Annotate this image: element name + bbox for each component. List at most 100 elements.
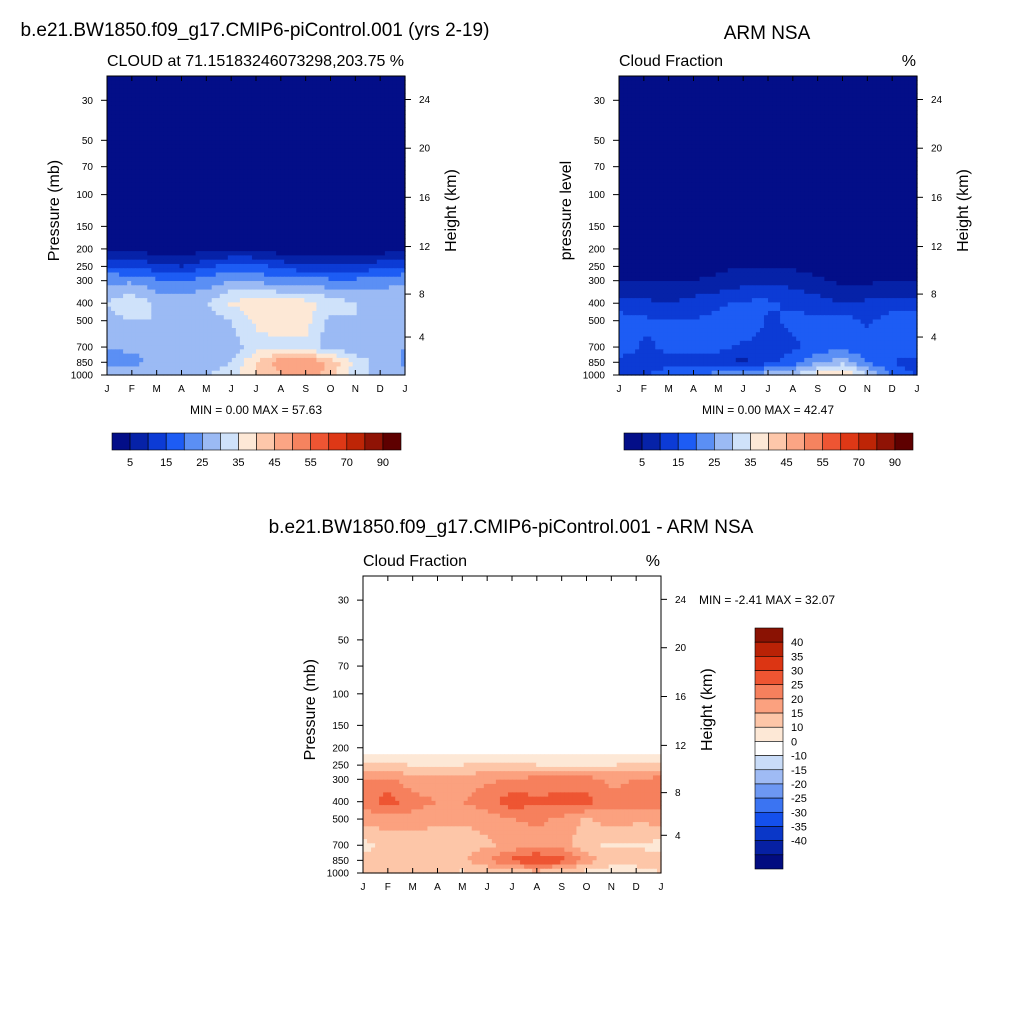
heatmap-cell [163, 315, 169, 321]
heatmap-cell [127, 187, 132, 192]
heatmap-cell [384, 216, 390, 222]
heatmap-cell [199, 251, 205, 256]
heatmap-cell [288, 276, 293, 282]
heatmap-cell [235, 328, 241, 333]
heatmap-cell [155, 276, 160, 282]
heatmap-cell [296, 242, 301, 248]
heatmap-cell [171, 199, 177, 205]
heatmap-cell [392, 293, 398, 299]
heatmap-cell [304, 353, 309, 359]
heatmap-cell [348, 88, 354, 94]
heatmap-cell [400, 191, 406, 197]
heatmap-cell [352, 187, 358, 192]
heatmap-cell [179, 353, 185, 359]
heatmap-cell [292, 328, 297, 333]
heatmap-cell [239, 122, 245, 128]
heatmap-cell [276, 353, 281, 359]
heatmap-cell [187, 97, 193, 103]
heatmap-cell [183, 268, 189, 274]
heatmap-cell [372, 315, 378, 321]
heatmap-cell [183, 319, 189, 325]
heatmap-cell [352, 276, 358, 282]
heatmap-cell [332, 208, 338, 214]
heatmap-cell [219, 302, 225, 308]
heatmap-cell [284, 246, 289, 252]
heatmap-cell [304, 349, 309, 355]
heatmap-cell [135, 349, 140, 355]
heatmap-cell [300, 165, 305, 171]
heatmap-cell [332, 148, 338, 154]
heatmap-cell [336, 302, 342, 308]
heatmap-cell [235, 122, 241, 128]
heatmap-cell [324, 340, 330, 346]
heatmap-cell [332, 310, 338, 316]
heatmap-cell [111, 285, 116, 291]
heatmap-cell [316, 272, 322, 278]
heatmap-cell [264, 276, 269, 282]
heatmap-cell [171, 306, 177, 312]
heatmap-cell [336, 345, 342, 350]
heatmap-cell [119, 302, 124, 308]
heatmap-cell [251, 131, 257, 137]
heatmap-cell [223, 161, 229, 167]
heatmap-cell [388, 332, 394, 338]
heatmap-cell [175, 165, 181, 171]
heatmap-cell [203, 272, 209, 278]
heatmap-cell [175, 169, 181, 175]
heatmap-cell [260, 345, 265, 350]
heatmap-cell [139, 310, 144, 316]
heatmap-cell [320, 332, 326, 338]
heatmap-cell [183, 332, 189, 338]
heatmap-cell [127, 204, 132, 210]
heatmap-cell [288, 127, 293, 133]
heatmap-cell [380, 357, 386, 363]
heatmap-cell [320, 234, 326, 239]
heatmap-cell [256, 285, 261, 291]
heatmap-cell [376, 76, 382, 81]
heatmap-cell [376, 349, 382, 355]
heatmap-cell [384, 246, 390, 252]
heatmap-cell [380, 182, 386, 188]
heatmap-cell [123, 152, 128, 158]
heatmap-cell [304, 204, 309, 210]
heatmap-cell [268, 246, 273, 252]
heatmap-cell [167, 234, 173, 239]
heatmap-cell [235, 216, 241, 222]
heatmap-cell [191, 289, 197, 295]
heatmap-cell [324, 234, 330, 239]
heatmap-cell [175, 144, 181, 150]
heatmap-cell [131, 353, 136, 359]
heatmap-cell [368, 242, 374, 248]
heatmap-cell [107, 88, 112, 94]
heatmap-cell [243, 234, 249, 239]
heatmap-cell [171, 242, 177, 248]
heatmap-cell [123, 276, 128, 282]
heatmap-cell [131, 263, 136, 269]
heatmap-cell [268, 289, 273, 295]
heatmap-cell [111, 310, 116, 316]
heatmap-cell [191, 84, 197, 90]
heatmap-cell [352, 208, 358, 214]
heatmap-cell [199, 319, 205, 325]
heatmap-cell [368, 340, 374, 346]
heatmap-cell [227, 169, 233, 175]
heatmap-cell [107, 178, 112, 184]
heatmap-cell [288, 88, 293, 94]
heatmap-cell [191, 251, 197, 256]
heatmap-cell [119, 323, 124, 329]
heatmap-cell [396, 221, 402, 227]
heatmap-cell [344, 131, 350, 137]
heatmap-cell [155, 174, 160, 180]
heatmap-cell [380, 131, 386, 137]
heatmap-cell [340, 127, 346, 133]
heatmap-cell [183, 336, 189, 342]
heatmap-cell [344, 144, 350, 150]
heatmap-cell [296, 118, 301, 124]
heatmap-cell [199, 357, 205, 363]
heatmap-cell [203, 336, 209, 342]
heatmap-cell [127, 105, 132, 111]
heatmap-cell [171, 114, 177, 120]
heatmap-cell [376, 229, 382, 235]
heatmap-cell [384, 152, 390, 158]
heatmap-cell [272, 246, 277, 252]
